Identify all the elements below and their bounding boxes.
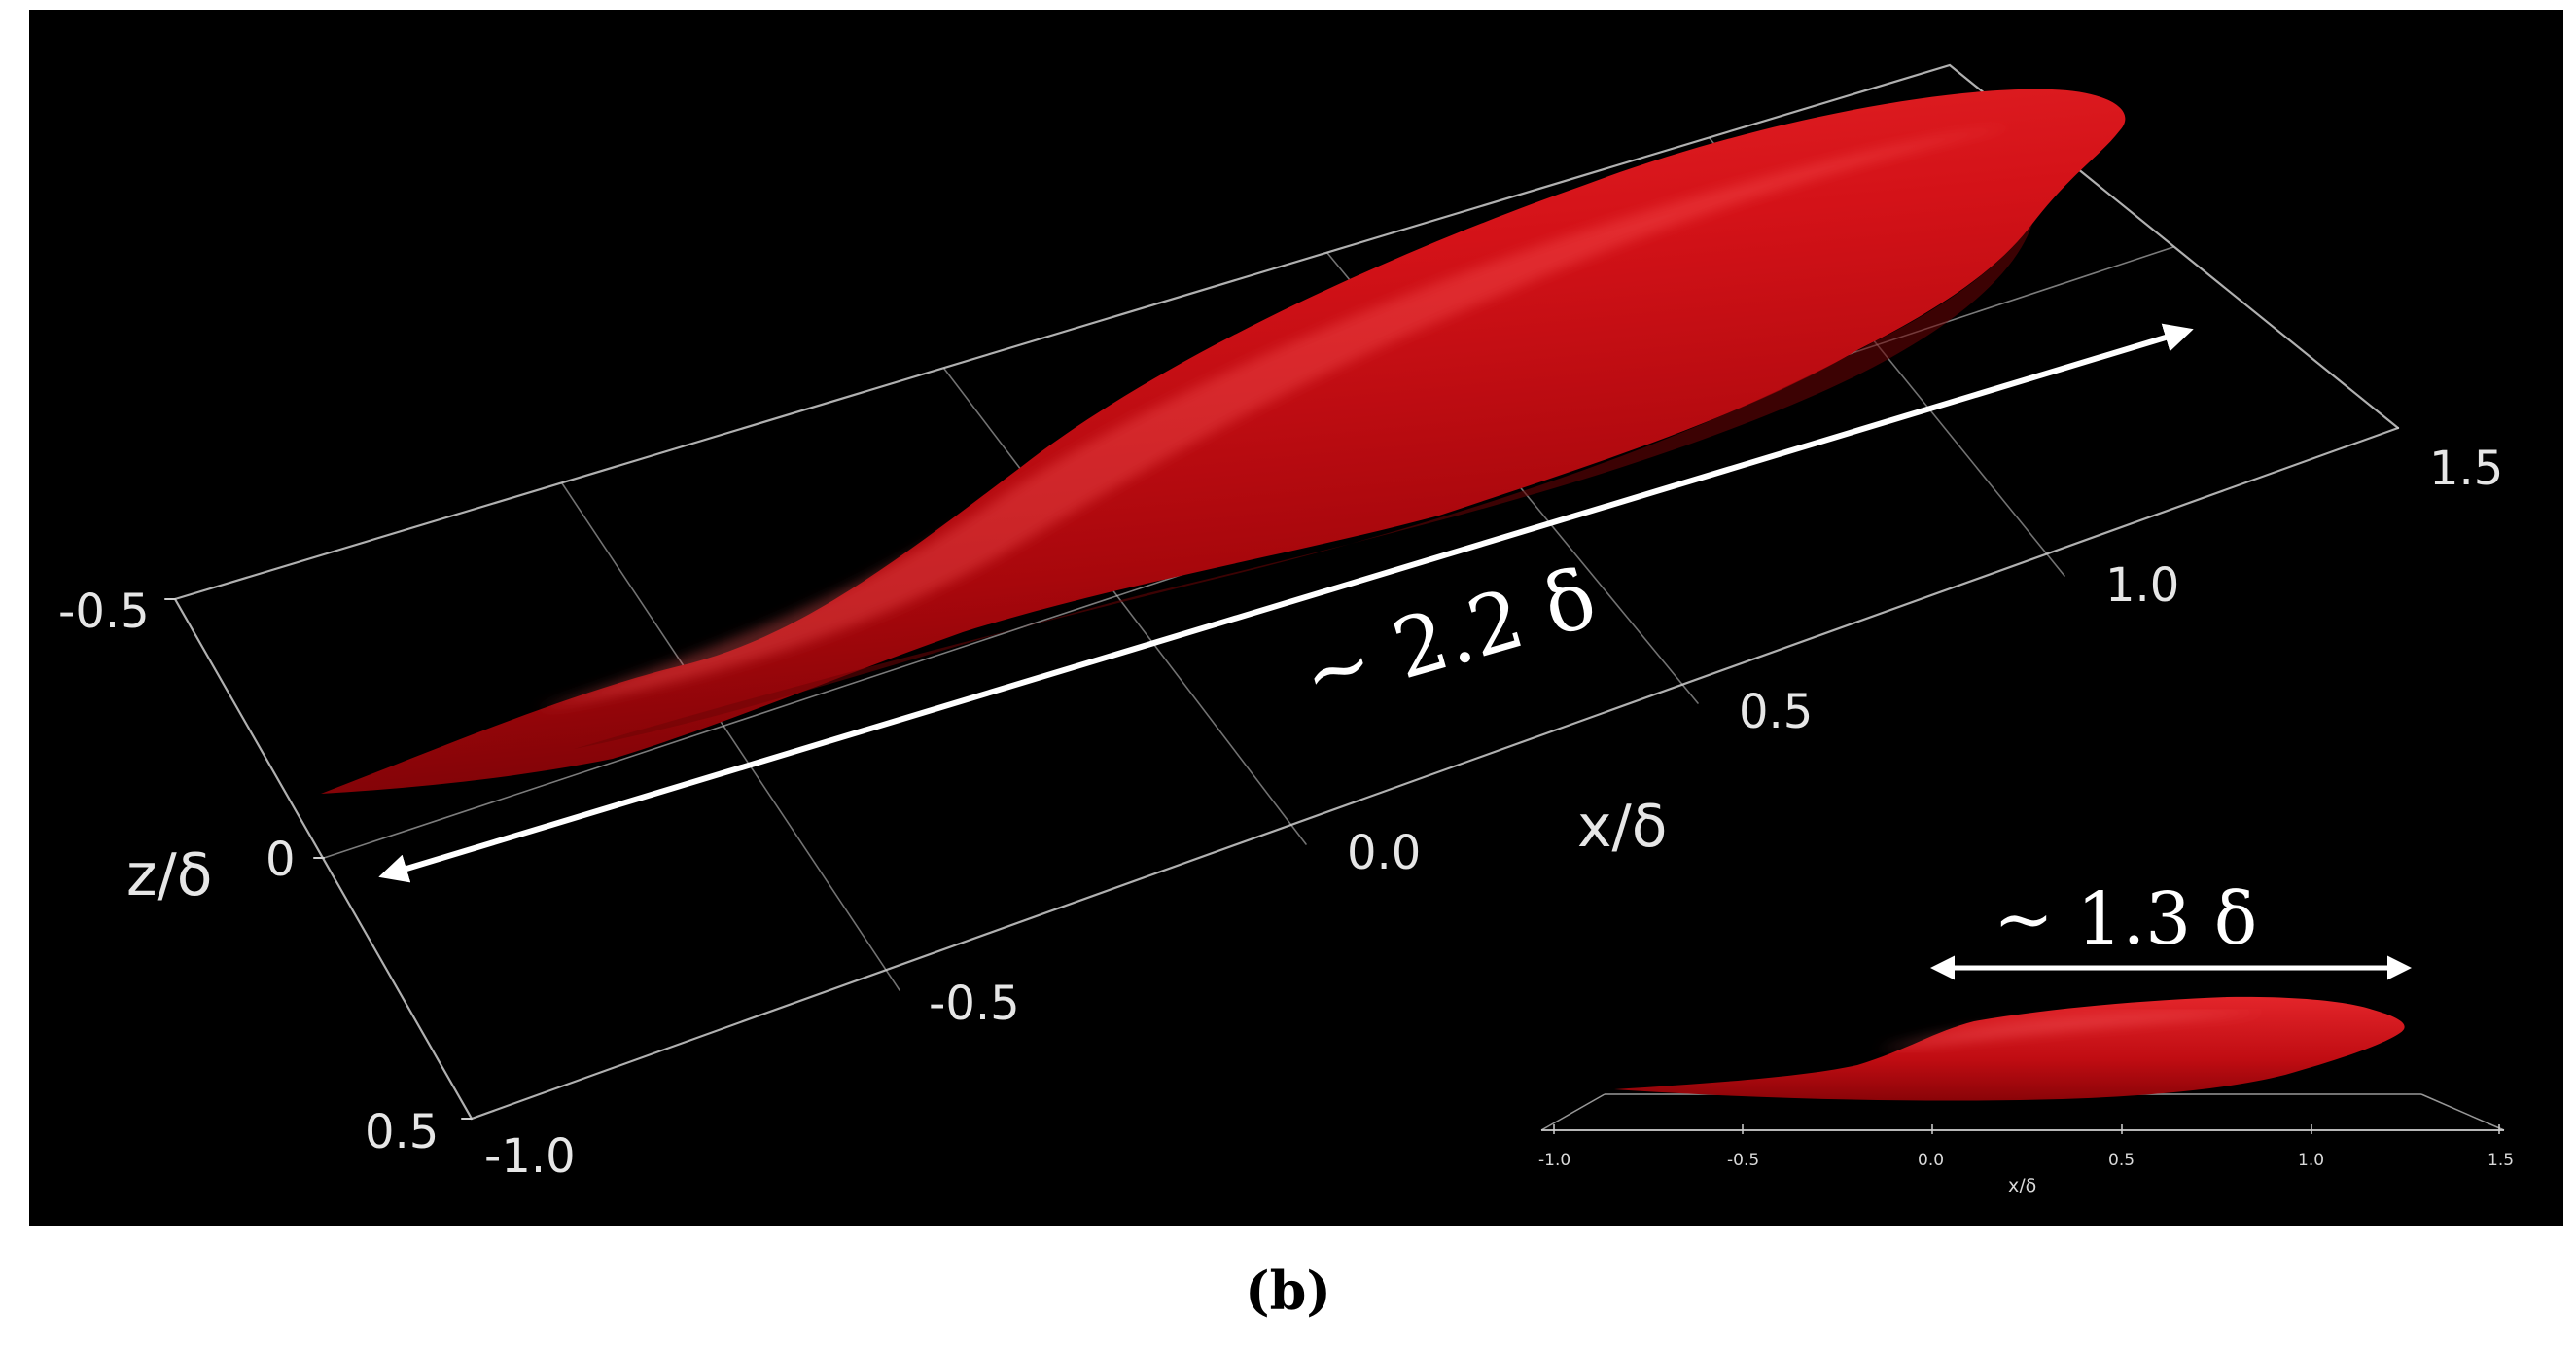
inset-x-tick-label: 0.5 (2108, 1151, 2135, 1170)
z-axis-label: z/δ (126, 841, 212, 909)
x-tick-label: -1.0 (484, 1129, 576, 1184)
z-tick-label: -0.5 (58, 585, 150, 639)
length-annotation: ~ 2.2 δ (1292, 550, 1606, 724)
inset-x-axis-label: x/δ (2008, 1175, 2036, 1196)
inset-x-tick-label: -1.0 (1538, 1151, 1570, 1170)
main-z-ticks: -0.5 0 0.5 (58, 585, 439, 1159)
figure-panel: ~ 2.2 δ -1.0 -0.5 0.0 0.5 1.0 1.5 -0.5 0… (29, 10, 2563, 1226)
inset-x-tick-label: 1.0 (2298, 1151, 2324, 1170)
inset-structure (1614, 996, 2405, 1101)
inset-x-tick-label: 1.5 (2488, 1151, 2514, 1170)
panel-caption: (b) (1245, 1260, 1331, 1322)
z-tick-label: 0 (265, 833, 296, 887)
z-tick-label: 0.5 (365, 1105, 439, 1159)
inset-highlight (1877, 1011, 2266, 1050)
inset-x-tick-label: 0.0 (1918, 1151, 1944, 1170)
inset-tick-marks (1553, 1124, 2500, 1134)
x-tick-label: -0.5 (929, 977, 1020, 1031)
structure-body (321, 89, 2126, 795)
x-tick-label: 0.0 (1347, 826, 1421, 880)
x-tick-label: 1.5 (2429, 442, 2503, 496)
x-axis-label: x/δ (1577, 793, 1667, 861)
figure-canvas: ~ 2.2 δ -1.0 -0.5 0.0 0.5 1.0 1.5 -0.5 0… (58, 63, 2514, 1196)
inset-plane-right (2420, 1093, 2505, 1131)
inset-x-tick-label: -0.5 (1727, 1151, 1759, 1170)
inset-plane-left (1540, 1093, 1606, 1131)
inset-view: ~ 1.3 δ -1.0 -0.5 0.0 0.5 1.0 1.5 x/δ (1538, 877, 2514, 1196)
main-x-ticks: -1.0 -0.5 0.0 0.5 1.0 1.5 (484, 442, 2503, 1184)
height-annotation: ~ 1.3 δ (1994, 877, 2257, 961)
x-tick-label: 1.0 (2105, 558, 2179, 613)
length-arrow (378, 323, 2194, 883)
x-tick-label: 0.5 (1739, 685, 1813, 739)
vortical-structure (321, 89, 2126, 795)
